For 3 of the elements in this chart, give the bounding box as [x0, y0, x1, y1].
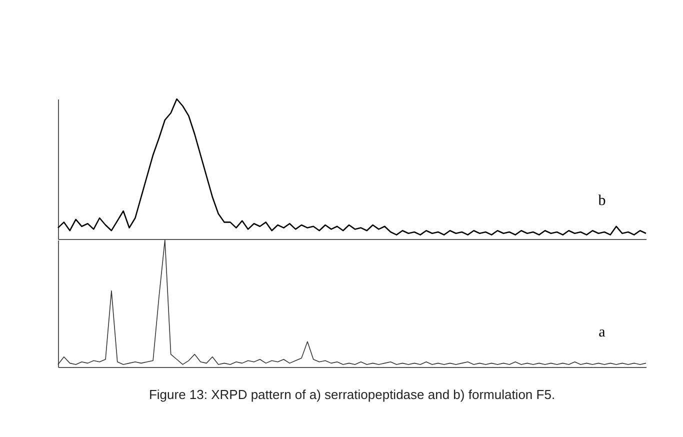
series-label: a	[598, 324, 606, 340]
series-label: b	[598, 192, 606, 209]
caption: Figure 13: XRPD pattern of a) serratiopeptidase and b) formulation F5.	[148, 387, 556, 402]
